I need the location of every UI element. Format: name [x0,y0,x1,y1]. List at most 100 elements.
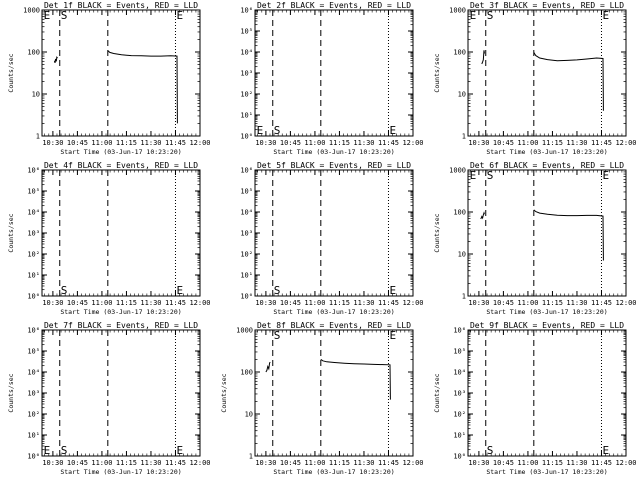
series-line [480,211,485,220]
x-tick-label: 12:00 [402,139,423,147]
series-line [53,56,58,64]
x-tick-label: 10:30 [42,139,63,147]
y-tick-label: 10⁶ [27,167,40,175]
x-tick-label: 10:30 [255,139,276,147]
series-line [481,50,485,65]
x-axis-label: Start Time (03-Jun-17 10:23:20) [60,308,181,316]
x-axis-label: Start Time (03-Jun-17 10:23:20) [486,468,607,476]
marker-e: E [602,444,609,457]
y-tick-label: 10⁰ [453,453,466,461]
y-tick-label: 10³ [27,230,40,238]
x-tick-label: 11:15 [329,459,350,467]
marker-s: S [274,284,281,297]
x-tick-label: 10:45 [493,139,514,147]
x-tick-label: 12:00 [402,459,423,467]
x-tick-label: 11:45 [165,459,186,467]
x-tick-label: 11:00 [517,459,538,467]
y-tick-label: 10⁶ [240,7,253,15]
plot-frame [41,329,201,457]
y-tick-label: 10⁵ [240,188,253,196]
x-tick-label: 11:45 [591,139,612,147]
y-tick-label: 100 [453,49,466,57]
x-tick-label: 11:45 [165,139,186,147]
y-tick-label: 10¹ [240,112,253,120]
x-tick-label: 11:15 [116,459,137,467]
y-tick-label: 1000 [236,327,253,335]
chart-panel-4: Det 4f BLACK = Events, RED = LLD 10⁰ 10¹ 10… [7,161,211,316]
y-axis-label: Counts/sec [7,53,15,92]
y-tick-label: 10⁰ [240,293,253,301]
y-tick-label: 10² [27,251,40,259]
chart-panel-6: Det 6f BLACK = Events, RED = LLD 1 10 100 10… [433,161,637,316]
chart-panel-3: Det 3f BLACK = Events, RED = LLD 1 10 100 10… [433,1,637,156]
x-axis-label: Start Time (03-Jun-17 10:23:20) [486,148,607,156]
marker-e: E [602,9,609,22]
x-axis-label: Start Time (03-Jun-17 10:23:20) [273,468,394,476]
plot-frame [467,169,627,297]
x-tick-label: 12:00 [189,139,210,147]
y-tick-label: 10⁶ [27,327,40,335]
chart-title: Det 8f BLACK = Events, RED = LLD [257,321,411,330]
chart-title: Det 2f BLACK = Events, RED = LLD [257,1,411,10]
y-tick-label: 10³ [240,70,253,78]
y-tick-label: 10³ [240,230,253,238]
y-tick-label: 10² [240,251,253,259]
x-tick-label: 11:30 [140,139,161,147]
series-line [320,358,391,400]
x-tick-label: 11:00 [91,459,112,467]
x-tick-label: 11:30 [353,459,374,467]
x-tick-label: 11:30 [566,459,587,467]
marker-s: S [61,9,68,22]
x-tick-label: 10:30 [255,459,276,467]
x-axis-label: Start Time (03-Jun-17 10:23:20) [486,308,607,316]
plot-frame [254,169,414,297]
x-tick-label: 11:45 [591,459,612,467]
plot-frame [254,9,414,137]
y-tick-label: 10⁶ [453,327,466,335]
chart-title: Det 4f BLACK = Events, RED = LLD [44,161,198,170]
x-tick-label: 11:30 [353,139,374,147]
x-tick-label: 12:00 [615,139,636,147]
y-tick-label: 10¹ [240,272,253,280]
chart-panel-2: Det 2f BLACK = Events, RED = LLD 10⁰ 10¹ 10… [240,1,423,156]
y-tick-label: 10 [458,251,466,259]
plot-frame [41,9,201,137]
x-tick-label: 10:45 [493,459,514,467]
y-tick-label: 10⁴ [240,49,253,57]
marker-s: S [487,444,494,457]
x-tick-label: 11:00 [517,139,538,147]
x-tick-label: 11:15 [542,459,563,467]
x-tick-label: 10:30 [255,299,276,307]
y-tick-label: 10⁰ [27,293,40,301]
x-tick-label: 12:00 [615,299,636,307]
x-tick-label: 11:45 [378,459,399,467]
marker-e: E [176,284,183,297]
x-tick-label: 11:45 [165,299,186,307]
y-tick-label: 10² [453,411,466,419]
chart-panel-7: Det 7f BLACK = Events, RED = LLD 10⁰ 10¹ 10… [7,321,211,476]
y-tick-label: 10² [27,411,40,419]
y-tick-label: 100 [453,209,466,217]
plot-frame [467,329,627,457]
x-axis-label: Start Time (03-Jun-17 10:23:20) [273,308,394,316]
x-tick-label: 11:15 [329,299,350,307]
y-tick-label: 10⁴ [240,209,253,217]
x-tick-label: 10:30 [42,459,63,467]
x-tick-label: 12:00 [402,299,423,307]
x-tick-label: 11:15 [542,299,563,307]
series-line [533,52,604,111]
x-tick-label: 10:45 [67,459,88,467]
x-tick-label: 10:30 [468,299,489,307]
marker-e: E [44,9,51,22]
y-tick-label: 100 [27,49,40,57]
x-tick-label: 12:00 [615,459,636,467]
y-tick-label: 1 [36,133,40,141]
y-tick-label: 10⁴ [27,369,40,377]
x-tick-label: 11:45 [378,299,399,307]
y-tick-label: 10⁵ [240,28,253,36]
x-tick-label: 11:15 [116,139,137,147]
y-tick-label: 1000 [449,167,466,175]
x-tick-label: 12:00 [189,459,210,467]
